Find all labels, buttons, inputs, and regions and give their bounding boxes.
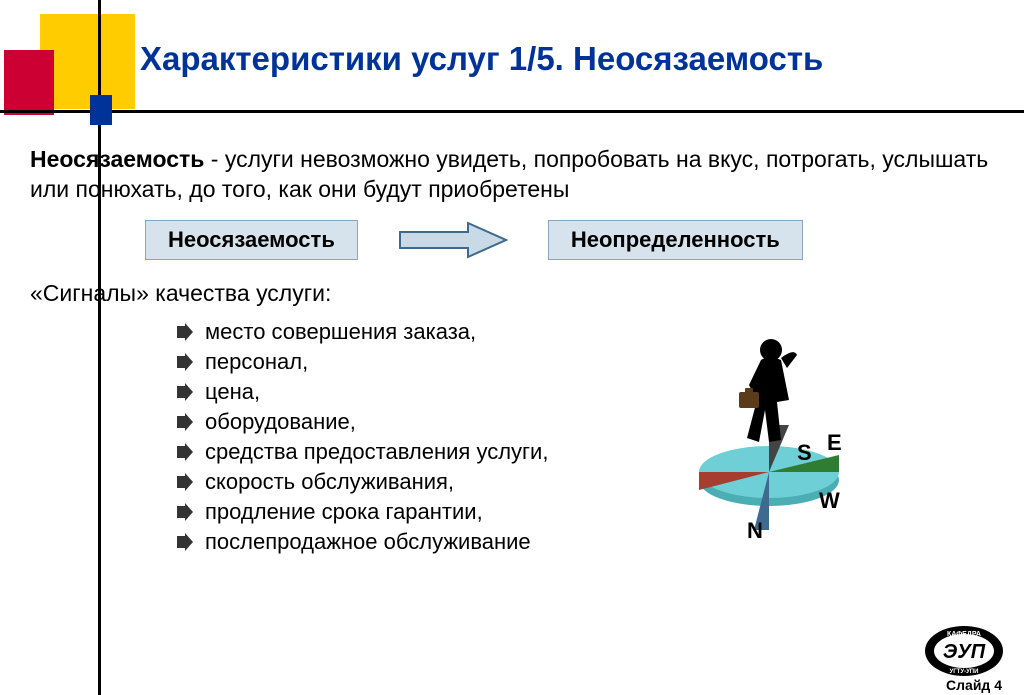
- flow-right-box: Неопределенность: [548, 220, 803, 260]
- list-item: средства предоставления услуги,: [175, 439, 548, 465]
- svg-text:ЭУП: ЭУП: [943, 641, 986, 663]
- bullet-list: место совершения заказа, персонал, цена,…: [175, 315, 548, 559]
- bullet-arrow-icon: [175, 352, 195, 372]
- definition-text: Неосязаемость - услуги невозможно увидет…: [30, 145, 990, 205]
- flow-arrow-icon: [398, 221, 508, 259]
- list-item: продление срока гарантии,: [175, 499, 548, 525]
- arrow-poly: [400, 223, 506, 257]
- list-item-label: оборудование,: [205, 409, 356, 435]
- slide-number: Слайд 4: [946, 677, 1002, 693]
- list-item-label: средства предоставления услуги,: [205, 439, 548, 465]
- svg-text:S: S: [797, 440, 812, 465]
- list-item: послепродажное обслуживание: [175, 529, 548, 555]
- dept-logo: КАФЕДРА ЭУП УГТУ-УПИ: [924, 625, 1004, 677]
- list-item: оборудование,: [175, 409, 548, 435]
- svg-text:УГТУ-УПИ: УГТУ-УПИ: [950, 669, 979, 675]
- flow-row: Неосязаемость Неопределенность: [145, 220, 803, 260]
- bullet-arrow-icon: [175, 472, 195, 492]
- list-heading: «Сигналы» качества услуги:: [30, 280, 331, 307]
- list-item-label: цена,: [205, 379, 260, 405]
- slide-title: Характеристики услуг 1/5. Неосязаемость: [140, 40, 823, 78]
- svg-text:E: E: [827, 430, 842, 455]
- bullet-arrow-icon: [175, 412, 195, 432]
- list-item-label: персонал,: [205, 349, 308, 375]
- svg-text:W: W: [819, 488, 840, 513]
- slide: Характеристики услуг 1/5. Неосязаемость …: [0, 0, 1024, 695]
- svg-text:КАФЕДРА: КАФЕДРА: [947, 631, 981, 638]
- list-item: место совершения заказа,: [175, 319, 548, 345]
- compass-illustration: E N W S: [669, 330, 869, 550]
- bullet-arrow-icon: [175, 502, 195, 522]
- deco-yellow-block: [40, 14, 135, 109]
- deco-red-block: [4, 50, 54, 115]
- flow-left-box: Неосязаемость: [145, 220, 358, 260]
- list-item: скорость обслуживания,: [175, 469, 548, 495]
- list-item: персонал,: [175, 349, 548, 375]
- bullet-arrow-icon: [175, 442, 195, 462]
- bullet-arrow-icon: [175, 382, 195, 402]
- list-item-label: скорость обслуживания,: [205, 469, 454, 495]
- list-item-label: продление срока гарантии,: [205, 499, 483, 525]
- list-item: цена,: [175, 379, 548, 405]
- list-item-label: место совершения заказа,: [205, 319, 476, 345]
- deco-blue-block: [90, 95, 112, 125]
- definition-term: Неосязаемость: [30, 146, 204, 172]
- svg-text:N: N: [747, 518, 763, 543]
- horizontal-rule: [0, 110, 1024, 113]
- bullet-arrow-icon: [175, 322, 195, 342]
- bullet-arrow-icon: [175, 532, 195, 552]
- list-item-label: послепродажное обслуживание: [205, 529, 531, 555]
